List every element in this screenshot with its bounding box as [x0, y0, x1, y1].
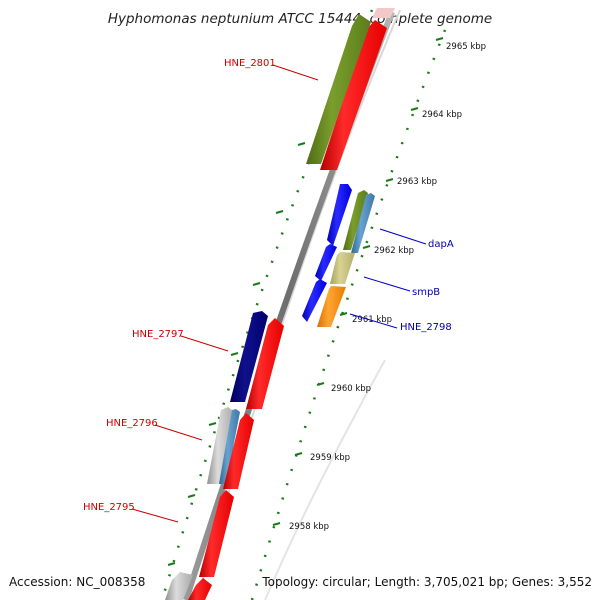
gene-blue-2[interactable]: [315, 244, 337, 281]
gene-hne2796-grey[interactable]: [207, 407, 234, 484]
leader-hne2795: [131, 508, 179, 523]
gene-pale-top: [372, 8, 395, 18]
gene-blue-1[interactable]: [327, 184, 352, 246]
gene-label-hne2797[interactable]: HNE_2797: [132, 329, 184, 340]
accession-text: Accession: NC_008358: [9, 575, 145, 589]
kbp-label-2962: 2962 kbp: [374, 246, 414, 256]
kbp-label-2964: 2964 kbp: [422, 110, 462, 120]
kbp-label-2961: 2961 kbp: [352, 315, 392, 325]
topology-text: Topology: circular; Length: 3,705,021 bp…: [261, 575, 592, 589]
gene-dapA-olive[interactable]: [343, 190, 368, 250]
leader-smpB: [363, 276, 411, 292]
gene-bottom-grey: [165, 572, 193, 600]
outer-arc: [196, 9, 401, 600]
gene-smpB-khaki[interactable]: [330, 252, 355, 284]
leader-hne2801: [272, 64, 319, 81]
gene-hne2801-olive[interactable]: [306, 14, 371, 164]
kbp-label-2960: 2960 kbp: [331, 384, 371, 394]
gene-hne2795-red[interactable]: [199, 490, 234, 577]
gene-bottom-red: [188, 578, 212, 600]
kbp-label-2958: 2958 kbp: [289, 522, 329, 532]
gene-hne2796-steel[interactable]: [219, 409, 240, 484]
gene-blue-3[interactable]: [302, 279, 327, 322]
leader-hne2796: [154, 424, 203, 441]
gene-label-hne2796[interactable]: HNE_2796: [106, 418, 158, 429]
kbp-label-2959: 2959 kbp: [310, 453, 350, 463]
gene-label-hne2798[interactable]: HNE_2798: [400, 322, 452, 333]
gene-hne2797-red[interactable]: [246, 318, 284, 409]
gene-hne2796-red[interactable]: [223, 413, 254, 489]
gene-label-hne2801[interactable]: HNE_2801: [224, 58, 276, 69]
leader-hne2797: [180, 335, 229, 352]
gene-label-smpB[interactable]: smpB: [412, 287, 440, 298]
leader-dapA: [379, 228, 427, 245]
map-title: Hyphomonas neptunium ATCC 15444, complet…: [108, 11, 492, 27]
gene-label-hne2795[interactable]: HNE_2795: [83, 502, 135, 513]
gene-hne2797-navy[interactable]: [230, 311, 268, 402]
leader-hne2798: [349, 313, 398, 329]
gene-dapA-steel[interactable]: [351, 193, 375, 253]
major-ticks: [272, 37, 444, 526]
gene-hne2798-orange[interactable]: [317, 286, 346, 327]
gene-hne2801-red[interactable]: [320, 20, 387, 170]
kbp-label-2963: 2963 kbp: [397, 177, 437, 187]
kbp-label-2965: 2965 kbp: [446, 42, 486, 52]
gene-label-dapA[interactable]: dapA: [428, 239, 454, 250]
inner-arc: [264, 359, 386, 600]
